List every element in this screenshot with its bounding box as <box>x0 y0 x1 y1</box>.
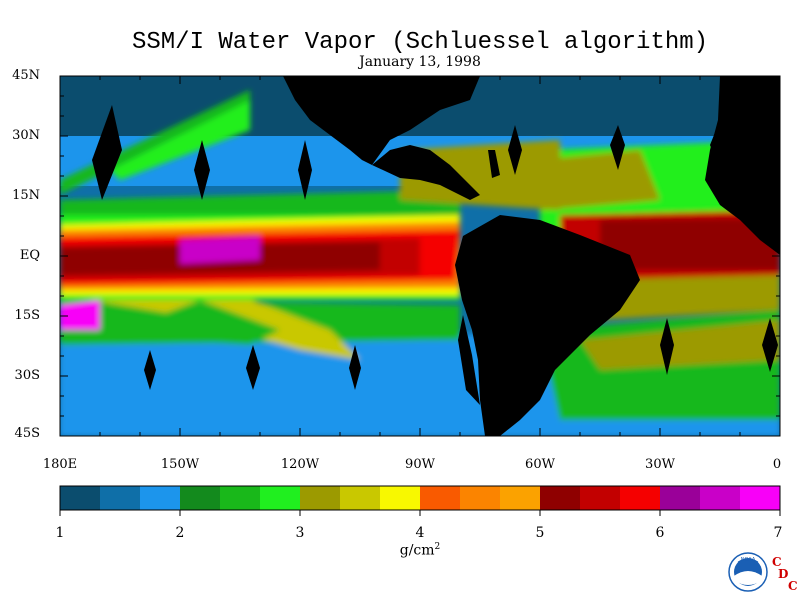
colorbar-swatch <box>340 486 381 510</box>
longitude-ticks <box>59 76 781 436</box>
lat-label-30s: 30S <box>14 368 40 383</box>
colorbar-swatch <box>580 486 621 510</box>
lon-label-30w: 30W <box>645 457 675 472</box>
lat-label-15n: 15N <box>12 188 40 203</box>
colorbar-swatch <box>100 486 141 510</box>
land-masses <box>283 76 780 436</box>
colorbar-swatch <box>460 486 501 510</box>
colorbar-swatch <box>700 486 741 510</box>
lon-label-150w: 150W <box>160 457 200 472</box>
colorbar-swatch <box>740 486 781 510</box>
cdc-letter-c1: C <box>772 555 782 569</box>
colorbar-swatch <box>140 486 181 510</box>
cdc-letter-d: D <box>778 567 789 581</box>
colorbar-swatch <box>500 486 541 510</box>
lon-label-90w: 90W <box>405 457 435 472</box>
colorbar <box>60 486 781 510</box>
colorbar-label-1: 1 <box>55 525 65 541</box>
lon-label-180e: 180E <box>42 457 78 472</box>
colorbar-label-5: 5 <box>535 525 545 541</box>
colorbar-label-3: 3 <box>295 525 305 541</box>
lon-label-60w: 60W <box>525 457 555 472</box>
colorbar-swatch <box>60 486 101 510</box>
colorbar-label-7: 7 <box>773 525 783 541</box>
colorbar-swatch <box>620 486 661 510</box>
colorbar-swatch <box>260 486 301 510</box>
lon-label-0: 0 <box>772 457 782 472</box>
colorbar-label-6: 6 <box>655 525 665 541</box>
colorbar-swatch <box>660 486 701 510</box>
colorbar-swatch <box>380 486 421 510</box>
latitude-ticks <box>60 75 780 437</box>
logo-text: NOAA <box>741 557 756 563</box>
colorbar-label-2: 2 <box>175 525 185 541</box>
lat-label-eq: EQ <box>19 248 40 263</box>
colorbar-label-4: 4 <box>415 525 425 541</box>
unit-base: g/cm <box>399 542 435 559</box>
lat-label-15s: 15S <box>14 308 40 323</box>
lat-label-30n: 30N <box>12 128 40 143</box>
map-field <box>60 76 780 436</box>
noaa-logo: NOAA <box>728 552 768 592</box>
swath-gaps <box>92 105 778 405</box>
colorbar-swatch <box>420 486 461 510</box>
colorbar-ticks <box>59 510 781 516</box>
map-date: January 13, 1998 <box>359 54 481 70</box>
unit-exponent: 2 <box>434 542 441 552</box>
colorbar-unit: g/cm2 <box>360 542 480 559</box>
lat-label-45s: 45S <box>14 426 40 441</box>
cdc-letter-c2: C <box>788 579 798 593</box>
map-title: SSM/I Water Vapor (Schluessel algorithm) <box>131 29 709 56</box>
lat-label-45n: 45N <box>12 68 40 83</box>
colorbar-swatch <box>220 486 261 510</box>
colorbar-swatch <box>540 486 581 510</box>
lon-label-120w: 120W <box>280 457 320 472</box>
colorbar-swatch <box>180 486 221 510</box>
colorbar-swatch <box>300 486 341 510</box>
